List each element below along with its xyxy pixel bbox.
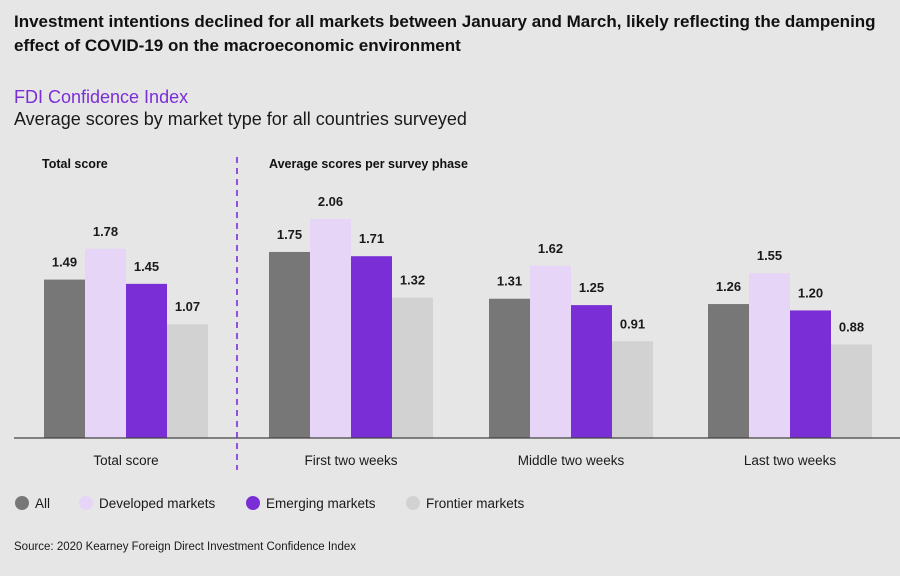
value-label: 1.75 [277,227,302,242]
value-label: 1.49 [52,255,77,270]
section-labels: Total score Average scores per survey pha… [42,157,468,171]
bar-emerging-markets-0 [126,283,167,438]
section-label: Average scores per survey phase [269,157,468,171]
bar-emerging-markets-3 [790,310,831,438]
bar-frontier-markets-1 [392,297,433,438]
value-label: 1.26 [716,279,741,294]
bar-all-2 [489,298,530,438]
section-label: Total score [42,157,108,171]
chart-subtitle: Average scores by market type for all co… [14,109,467,129]
value-label: 1.31 [497,274,522,289]
category-label: Total score [93,453,158,468]
value-label: 1.20 [798,285,823,300]
value-label: 1.71 [359,231,384,246]
legend-label: Frontier markets [426,496,525,511]
value-label: 1.07 [175,299,200,314]
bar-frontier-markets-3 [831,344,872,438]
bar-emerging-markets-2 [571,305,612,438]
category-label: Last two weeks [744,453,837,468]
bar-developed-markets-1 [310,219,351,438]
bar-frontier-markets-2 [612,341,653,438]
value-label: 0.91 [620,316,645,331]
legend-label: All [35,496,50,511]
legend-swatch [406,496,420,510]
legend-label: Developed markets [99,496,216,511]
bar-all-1 [269,251,310,438]
bar-all-0 [44,279,85,438]
category-label: Middle two weeks [518,453,625,468]
legend-swatch [79,496,93,510]
bars [44,219,872,438]
bar-developed-markets-3 [749,273,790,438]
value-label: 1.32 [400,273,425,288]
value-label: 1.55 [757,248,782,263]
value-label: 1.45 [134,259,159,274]
value-label: 2.06 [318,194,343,209]
category-label: First two weeks [304,453,397,468]
headline: Investment intentions declined for all m… [14,12,876,55]
bar-all-3 [708,304,749,438]
bar-emerging-markets-1 [351,256,392,438]
chart-title: FDI Confidence Index [14,87,189,107]
value-labels: 1.49 1.78 1.45 1.07 1.75 2.06 1.71 1.32 1.31 1.62… [52,194,864,334]
bar-developed-markets-2 [530,265,571,438]
value-label: 1.78 [93,224,118,239]
value-label: 1.25 [579,280,604,295]
legend-swatch [15,496,29,510]
legend-label: Emerging markets [266,496,376,511]
value-label: 1.62 [538,241,563,256]
category-labels: Total score First two weeks Middle two wee… [93,453,836,468]
bar-developed-markets-0 [85,248,126,438]
legend: All Developed markets Emerging markets Fron… [15,496,525,511]
source-note: Source: 2020 Kearney Foreign Direct Inve… [14,541,356,553]
value-label: 0.88 [839,319,864,334]
bar-frontier-markets-0 [167,324,208,438]
legend-swatch [246,496,260,510]
